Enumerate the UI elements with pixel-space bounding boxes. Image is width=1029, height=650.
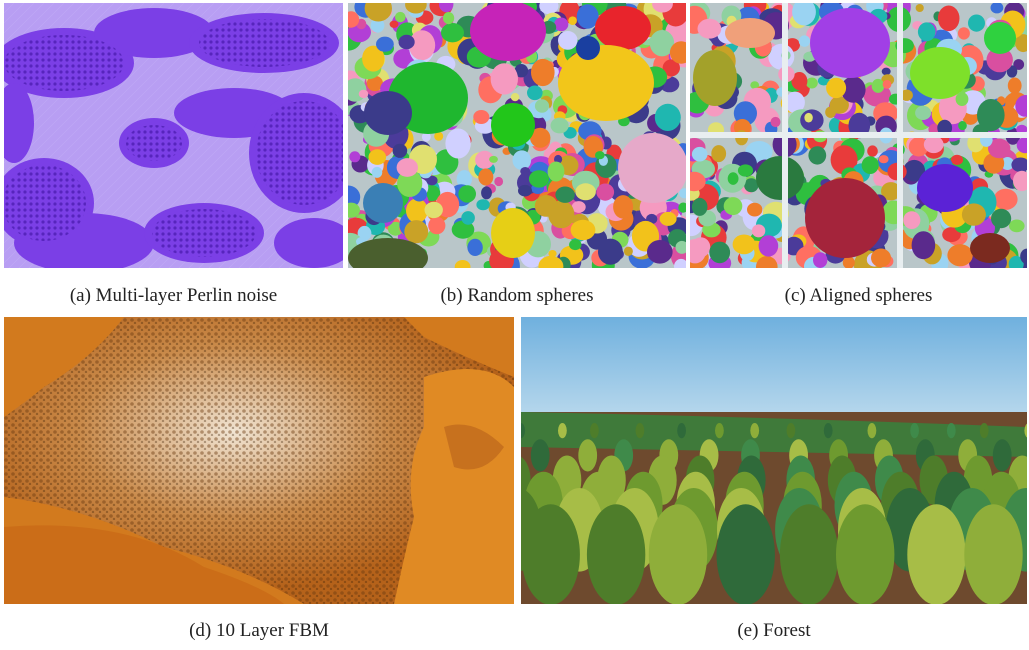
panel-forest-image [521,317,1027,604]
panel-c-caption: (c) Aligned spheres [784,285,933,306]
panel-a-caption: (a) Multi-layer Perlin noise [69,285,278,306]
panel-fbm-image [4,317,514,604]
panel-random-spheres-image [348,3,686,268]
panel-aligned-spheres-image [690,3,1027,268]
panel-perlin-noise-image [4,3,343,268]
panel-b-caption: (b) Random spheres [440,285,594,306]
panel-e-caption: (e) Forest [737,620,811,641]
panel-d-caption: (d) 10 Layer FBM [189,620,329,641]
